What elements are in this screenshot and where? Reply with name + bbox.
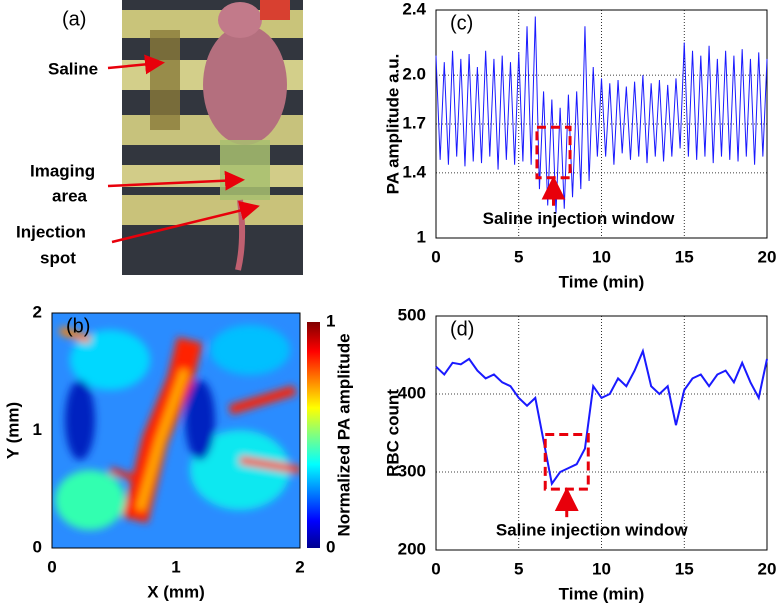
photo-label: Saline <box>48 59 98 78</box>
y-tick-label: 400 <box>398 383 426 402</box>
panel-label: (a) <box>62 8 86 30</box>
x-axis-label: Time (min) <box>559 272 645 291</box>
x-tick-label: 2 <box>295 557 304 576</box>
arrow <box>111 200 260 244</box>
data-line <box>435 347 768 487</box>
x-tick-label: 5 <box>514 247 523 266</box>
y-tick-label: 0 <box>33 537 42 556</box>
x-tick-label: 5 <box>514 559 523 578</box>
y-tick-label: 200 <box>398 539 426 558</box>
y-tick-label: 1 <box>33 420 42 439</box>
panel-label: (c) <box>450 12 473 34</box>
heatmap-image <box>52 313 300 548</box>
colorbar <box>307 322 320 548</box>
y-tick-label: 500 <box>398 305 426 324</box>
y-tick-label: 2.4 <box>402 0 426 18</box>
x-axis-label: Time (min) <box>559 584 645 603</box>
x-tick-label: 10 <box>592 247 611 266</box>
y-tick-label: 300 <box>398 461 426 480</box>
y-tick-label: 2 <box>33 302 42 321</box>
colorbar-tick-label: 0 <box>326 537 335 556</box>
y-axis-label: PA amplitude a.u. <box>383 54 402 195</box>
y-axis-label: Y (mm) <box>3 402 22 459</box>
x-tick-label: 20 <box>758 247 777 266</box>
arrow <box>107 54 165 75</box>
x-tick-label: 0 <box>431 247 440 266</box>
y-tick-label: 1.7 <box>402 113 426 132</box>
y-axis-label: RBC count <box>383 389 402 477</box>
x-tick-label: 10 <box>592 559 611 578</box>
colorbar-label: Normalized PA amplitude <box>334 333 353 536</box>
photo <box>122 0 303 275</box>
panel-label: (d) <box>450 318 474 340</box>
x-tick-label: 15 <box>675 559 694 578</box>
x-tick-label: 0 <box>431 559 440 578</box>
photo-label: spot <box>40 248 76 267</box>
y-tick-label: 1 <box>417 227 426 246</box>
photo-label: Injection <box>16 222 86 241</box>
panel-label: (b) <box>66 315 90 337</box>
x-tick-label: 0 <box>47 557 56 576</box>
y-tick-label: 1.4 <box>402 162 426 181</box>
x-tick-label: 20 <box>758 559 777 578</box>
arrow <box>107 170 245 191</box>
annotation: Saline injection window <box>496 521 689 540</box>
y-tick-label: 2.0 <box>402 65 426 84</box>
photo-label: Imaging <box>30 161 95 180</box>
plot-frame <box>51 312 301 549</box>
x-tick-label: 1 <box>171 557 180 576</box>
photo-label: area <box>52 186 88 205</box>
x-tick-label: 15 <box>675 247 694 266</box>
annotation: Saline injection window <box>483 209 676 228</box>
data-line <box>435 16 768 214</box>
colorbar-tick-label: 1 <box>326 311 335 330</box>
x-axis-label: X (mm) <box>147 582 205 601</box>
